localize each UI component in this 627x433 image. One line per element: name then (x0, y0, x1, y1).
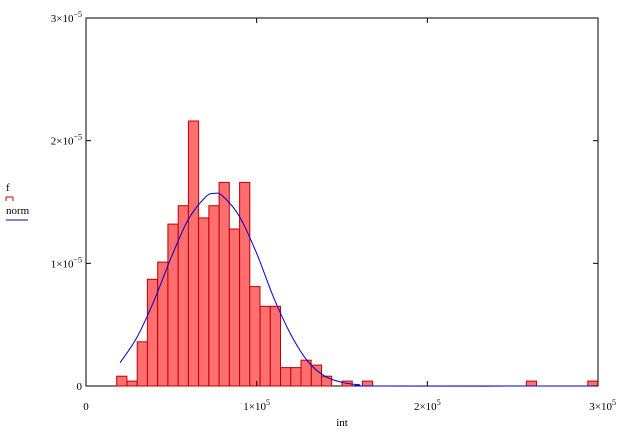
histogram-bar (259, 305, 271, 387)
histogram-bar (167, 223, 179, 387)
histogram-bar (208, 205, 220, 387)
histogram-bar (280, 367, 292, 387)
legend-label-f: f (6, 182, 10, 194)
x-tick-labels: 0 1×105 2×105 3×105 (83, 398, 616, 413)
x-axis-label: int (336, 417, 348, 429)
histogram-bar (290, 367, 302, 387)
x-tick-label: 1×105 (243, 398, 270, 413)
histogram-bar (157, 261, 169, 387)
y-tick-labels: 0 1×10−5 2×10−5 3×10−5 (51, 10, 83, 393)
histogram-bar (126, 380, 138, 387)
histogram-bar (136, 341, 148, 387)
legend: f norm (5, 182, 30, 221)
histogram-bar (310, 364, 322, 387)
histogram-bar (187, 120, 200, 387)
y-tick-label: 3×10−5 (51, 10, 82, 25)
histogram-bars (116, 120, 599, 387)
x-tick-label: 2×105 (414, 398, 441, 413)
norm-curve (119, 192, 599, 387)
y-tick-label: 0 (77, 381, 83, 393)
histogram-bar (239, 181, 251, 387)
y-tick-label: 2×10−5 (51, 133, 82, 148)
y-tick-label: 1×10−5 (51, 255, 82, 270)
histogram-bar (198, 217, 210, 387)
histogram-bar (362, 380, 374, 387)
histogram-bar (321, 375, 333, 387)
axis-ticks (85, 17, 599, 387)
histogram-bar (116, 375, 128, 387)
histogram-bar (177, 205, 189, 387)
x-tick-label: 3×105 (589, 398, 616, 413)
histogram-bar (525, 380, 537, 387)
histogram-bar (218, 181, 230, 387)
x-tick-label: 0 (83, 401, 89, 413)
histogram-bar (249, 286, 261, 387)
histogram-bar (587, 380, 599, 387)
legend-label-norm: norm (6, 205, 30, 217)
histogram-bar (228, 228, 241, 387)
histogram-bar (269, 305, 281, 387)
